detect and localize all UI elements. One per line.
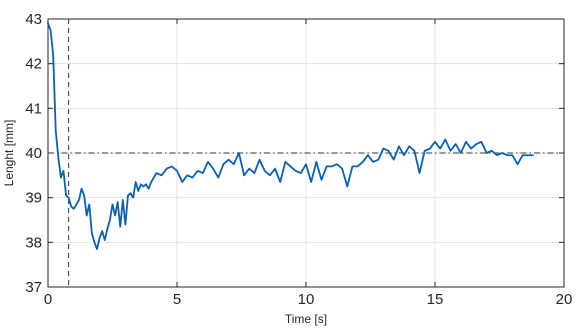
- x-tick-label: 0: [44, 291, 52, 308]
- x-tick-label: 5: [173, 291, 181, 308]
- x-tick-label: 20: [556, 291, 573, 308]
- y-axis-ticks: 37 38 39 40 41 42 43: [25, 11, 564, 296]
- y-tick-label: 43: [25, 11, 42, 28]
- y-tick-label: 41: [25, 100, 42, 117]
- series-group: [47, 22, 534, 250]
- y-tick-label: 40: [25, 145, 42, 162]
- y-tick-label: 38: [25, 234, 42, 251]
- x-tick-label: 10: [298, 291, 315, 308]
- x-axis-title: Time [s]: [285, 312, 327, 326]
- reference-lines: [48, 19, 564, 287]
- y-axis-title: Lenght [mm]: [2, 120, 16, 187]
- y-tick-label: 37: [25, 279, 42, 296]
- x-tick-label: 15: [427, 291, 444, 308]
- x-axis-ticks: 0 5 10 15 20: [44, 19, 573, 308]
- y-tick-label: 39: [25, 190, 42, 207]
- series-line-0: [47, 22, 534, 250]
- y-tick-label: 42: [25, 56, 42, 73]
